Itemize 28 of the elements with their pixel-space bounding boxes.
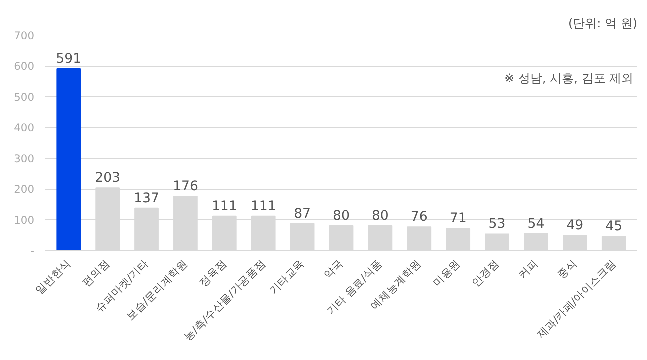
data-label: 80 — [372, 208, 389, 224]
y-tick-label: 300 — [14, 152, 35, 166]
data-label: 111 — [212, 199, 238, 214]
y-tick-label: 700 — [14, 30, 35, 42]
data-label: 591 — [56, 52, 82, 67]
y-tick-label: 500 — [14, 90, 35, 104]
data-label: 176 — [172, 179, 198, 194]
data-label: 87 — [294, 206, 312, 222]
x-tick-label: 약국 — [321, 256, 346, 282]
data-label: 54 — [528, 216, 545, 232]
data-label: 203 — [95, 171, 121, 186]
y-tick-label: 400 — [14, 122, 35, 135]
bar — [56, 68, 82, 250]
data-label: 49 — [566, 218, 584, 234]
data-label: 45 — [606, 220, 623, 235]
annotation: ※ 성남, 시흥, 김포 제외 — [504, 72, 634, 86]
data-label: 137 — [134, 191, 160, 206]
y-tick-label: - — [30, 244, 35, 258]
x-tick-label: 커피 — [516, 256, 541, 282]
text: (단위: 억 원) — [568, 16, 638, 30]
y-tick-label: 100 — [14, 214, 35, 227]
data-label: 53 — [488, 217, 506, 232]
y-tick-label: 600 — [14, 60, 35, 74]
data-label: 76 — [410, 210, 428, 226]
data-label: 71 — [450, 212, 467, 227]
data-label: 80 — [333, 208, 350, 224]
y-tick-label: 200 — [14, 183, 35, 196]
data-label: 111 — [250, 199, 276, 214]
